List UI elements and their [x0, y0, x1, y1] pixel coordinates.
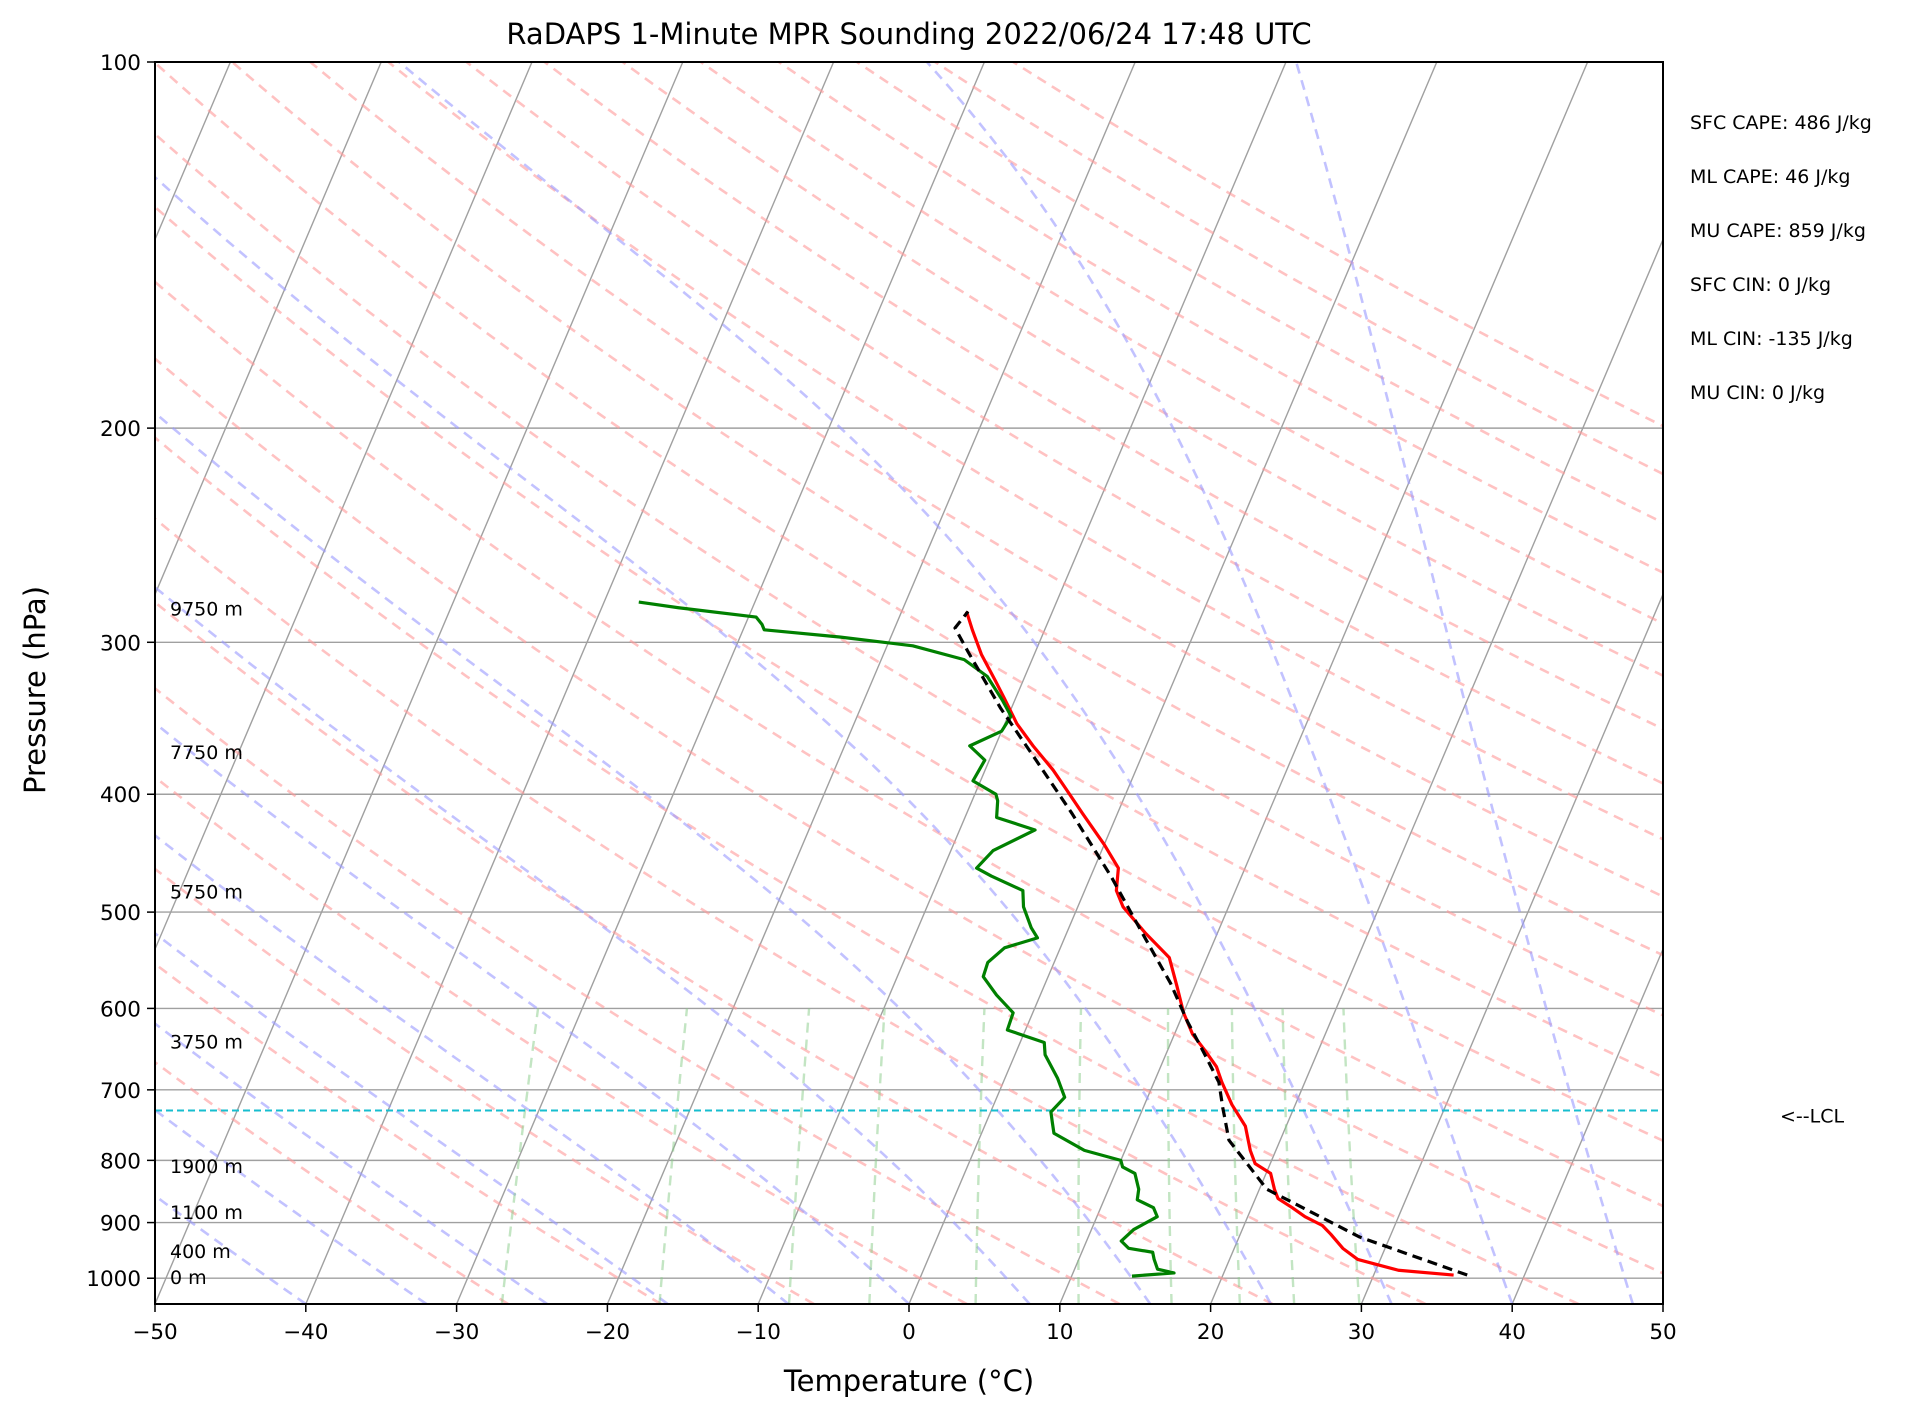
stat-label: ML CIN: -135 J/kg	[1690, 328, 1853, 350]
dry-adiabat-line	[155, 867, 815, 1304]
mixing-ratio-line	[1342, 1008, 1361, 1304]
stat-label: SFC CIN: 0 J/kg	[1690, 274, 1831, 296]
mixing-ratio-line	[787, 1008, 811, 1304]
moist-adiabat-line	[155, 721, 910, 1304]
mixing-ratio-line	[500, 1008, 540, 1304]
isotherm-gridline	[305, 62, 835, 1304]
mixing-ratio-line	[658, 1008, 689, 1304]
stat-label: MU CIN: 0 J/kg	[1690, 382, 1825, 404]
plot-frame	[154, 61, 1664, 1305]
dewpoint-profile-line	[638, 600, 1176, 1278]
x-tick-label: 20	[1197, 1320, 1224, 1345]
isotherm-gridline	[155, 62, 382, 597]
mixing-ratio-line	[868, 1008, 886, 1304]
height-label: 7750 m	[170, 742, 243, 764]
x-tick-label: 40	[1499, 1320, 1526, 1345]
dry-adiabat-line	[465, 62, 1663, 785]
dry-adiabat-line	[778, 62, 1663, 575]
isotherm-gridline	[1511, 947, 1663, 1304]
x-tick-label: −10	[736, 1320, 781, 1345]
x-tick-label: −20	[585, 1320, 630, 1345]
x-tick-label: 0	[902, 1320, 916, 1345]
height-label: 400 m	[170, 1241, 231, 1263]
height-label: 1900 m	[170, 1156, 243, 1178]
mixing-ratio-line	[974, 1008, 986, 1304]
temperature-profile-line	[965, 610, 1454, 1277]
dry-adiabat-line	[387, 62, 1663, 841]
mixing-ratio-line	[1230, 1008, 1242, 1304]
stat-label: MU CAPE: 859 J/kg	[1690, 220, 1866, 242]
moist-adiabat-line	[925, 62, 1514, 1304]
isotherm-gridline	[1059, 62, 1589, 1304]
dry-adiabat-line	[155, 435, 1580, 1304]
x-tick-label: −40	[283, 1320, 328, 1345]
dry-adiabat-line	[856, 62, 1663, 525]
moist-adiabat-line	[155, 931, 669, 1304]
dry-adiabat-line	[155, 1060, 509, 1304]
isotherm-gridline	[155, 62, 533, 951]
height-label: 3750 m	[170, 1031, 243, 1053]
dry-adiabat-line	[155, 132, 1663, 1079]
mixing-ratio-line	[1281, 1008, 1296, 1304]
isotherm-gridline	[455, 62, 986, 1304]
height-label: 9750 m	[170, 599, 243, 621]
dry-adiabat-line	[155, 517, 1427, 1304]
moist-adiabat-line	[1294, 62, 1635, 1304]
dry-adiabat-line	[700, 62, 1663, 625]
dry-adiabat-line	[543, 62, 1663, 731]
y-tick-label: 200	[100, 417, 141, 442]
moist-adiabat-line	[155, 175, 1273, 1304]
isotherm-gridline	[1360, 592, 1663, 1304]
moist-adiabat-line	[155, 411, 1152, 1304]
lcl-label: <--LCL	[1780, 1106, 1844, 1128]
chart-title: RaDAPS 1-Minute MPR Sounding 2022/06/24 …	[506, 17, 1311, 51]
dry-adiabat-line	[155, 62, 1663, 1017]
dry-adiabat-line	[621, 62, 1663, 678]
y-tick-label: 700	[100, 1079, 141, 1104]
isotherm-gridline	[606, 62, 1136, 1304]
y-tick-label: 900	[100, 1212, 141, 1237]
dry-adiabat-line	[155, 205, 1663, 1143]
mixing-ratio-line	[1077, 1008, 1083, 1304]
x-tick-label: −30	[434, 1320, 479, 1345]
isotherm-gridline	[155, 62, 684, 1304]
isotherm-gridline	[908, 62, 1438, 1304]
y-tick-label: 300	[100, 631, 141, 656]
dry-adiabat-line	[231, 62, 1663, 957]
y-tick-label: 1000	[86, 1267, 141, 1292]
dry-adiabat-line	[155, 775, 968, 1304]
y-tick-label: 800	[100, 1149, 141, 1174]
mixing-ratio-line	[1166, 1008, 1173, 1304]
dry-adiabat-line	[934, 62, 1663, 476]
moist-adiabat-line	[155, 833, 790, 1304]
x-tick-label: 30	[1348, 1320, 1375, 1345]
height-label: 5750 m	[170, 882, 243, 904]
y-tick-label: 100	[100, 51, 141, 76]
height-label: 0 m	[170, 1267, 207, 1289]
dry-adiabat-line	[155, 357, 1663, 1275]
x-tick-label: −50	[132, 1320, 177, 1345]
x-tick-label: 10	[1046, 1320, 1073, 1345]
y-tick-label: 400	[100, 783, 141, 808]
isotherm-gridline	[757, 62, 1287, 1304]
y-tick-label: 600	[100, 997, 141, 1022]
stat-label: SFC CAPE: 486 J/kg	[1690, 112, 1872, 134]
height-label: 1100 m	[170, 1202, 243, 1224]
y-tick-label: 500	[100, 901, 141, 926]
dry-adiabat-line	[155, 962, 662, 1304]
dry-adiabat-line	[155, 600, 1274, 1304]
moist-adiabat-line	[155, 1108, 428, 1304]
parcel-profile-line	[953, 610, 1468, 1277]
y-axis-label: Pressure (hPa)	[18, 586, 52, 794]
dry-adiabat-line	[309, 62, 1663, 898]
stat-label: ML CAPE: 46 J/kg	[1690, 166, 1850, 188]
dry-adiabat-line	[155, 686, 1121, 1304]
x-tick-label: 50	[1649, 1320, 1676, 1345]
x-axis-label: Temperature (°C)	[783, 1364, 1034, 1398]
moist-adiabat-line	[155, 1021, 548, 1304]
